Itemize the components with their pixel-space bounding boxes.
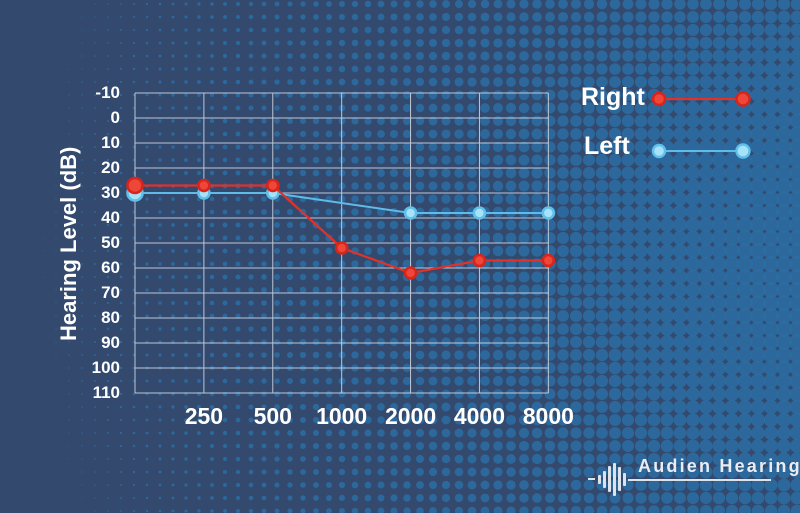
y-tick-label: 0 <box>110 108 120 127</box>
logo-underline <box>628 479 771 481</box>
y-tick-label: 100 <box>91 358 120 377</box>
x-tick-label: 2000 <box>384 403 437 429</box>
y-tick-label: 60 <box>101 258 120 277</box>
right-data-point <box>197 178 211 193</box>
y-tick-label: 80 <box>101 308 120 327</box>
x-tick-label: 500 <box>253 403 292 429</box>
legend-left-label: Left <box>584 132 630 160</box>
left-data-point <box>403 206 418 220</box>
right-data-point <box>126 176 144 195</box>
y-tick-label: 70 <box>101 283 120 302</box>
right-data-point <box>472 253 487 268</box>
audio-waveform-icon <box>588 459 628 499</box>
legend-right-line <box>651 91 751 107</box>
y-tick-label: 30 <box>101 183 120 202</box>
right-data-point <box>541 253 556 268</box>
left-data-point <box>541 206 556 220</box>
x-tick-label: 8000 <box>522 403 574 429</box>
brand-logo: Audien Hearing <box>588 453 800 501</box>
legend-right-label: Right <box>581 83 645 111</box>
x-tick-label: 4000 <box>453 403 506 429</box>
x-tick-label: 1000 <box>316 403 368 429</box>
right-data-point <box>334 241 349 255</box>
left-data-point <box>472 206 487 220</box>
y-tick-label: -10 <box>95 83 120 102</box>
y-tick-label: 110 <box>92 383 120 402</box>
y-tick-label: 90 <box>101 333 120 352</box>
logo-text: Audien Hearing <box>638 456 800 476</box>
y-tick-label: 20 <box>101 158 120 177</box>
y-tick-label: 50 <box>101 233 120 252</box>
right-data-point <box>403 266 418 280</box>
y-tick-label: 40 <box>101 208 120 227</box>
right-data-point <box>265 178 280 193</box>
y-tick-label: 10 <box>101 133 120 152</box>
legend-left-line <box>651 143 751 159</box>
x-tick-label: 250 <box>184 403 224 429</box>
